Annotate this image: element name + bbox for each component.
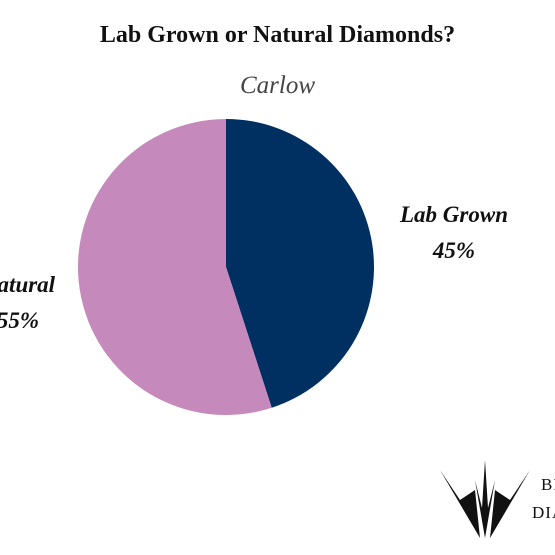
slice-label-natural: Natural [0, 272, 56, 297]
logo-text-line2: DIA [532, 503, 555, 522]
pie-slice-lab-grown [226, 119, 375, 408]
slice-value-lab-grown: 45% [432, 238, 475, 263]
brand-logo-icon [440, 460, 530, 538]
pie-slice-natural [78, 119, 272, 415]
logo-text-line1: BI [541, 475, 555, 494]
slice-value-natural: 55% [0, 308, 39, 333]
chart-title: Lab Grown or Natural Diamonds? [99, 22, 456, 48]
slice-label-lab-grown: Lab Grown [399, 202, 508, 227]
chart-subtitle: Carlow [239, 72, 316, 99]
